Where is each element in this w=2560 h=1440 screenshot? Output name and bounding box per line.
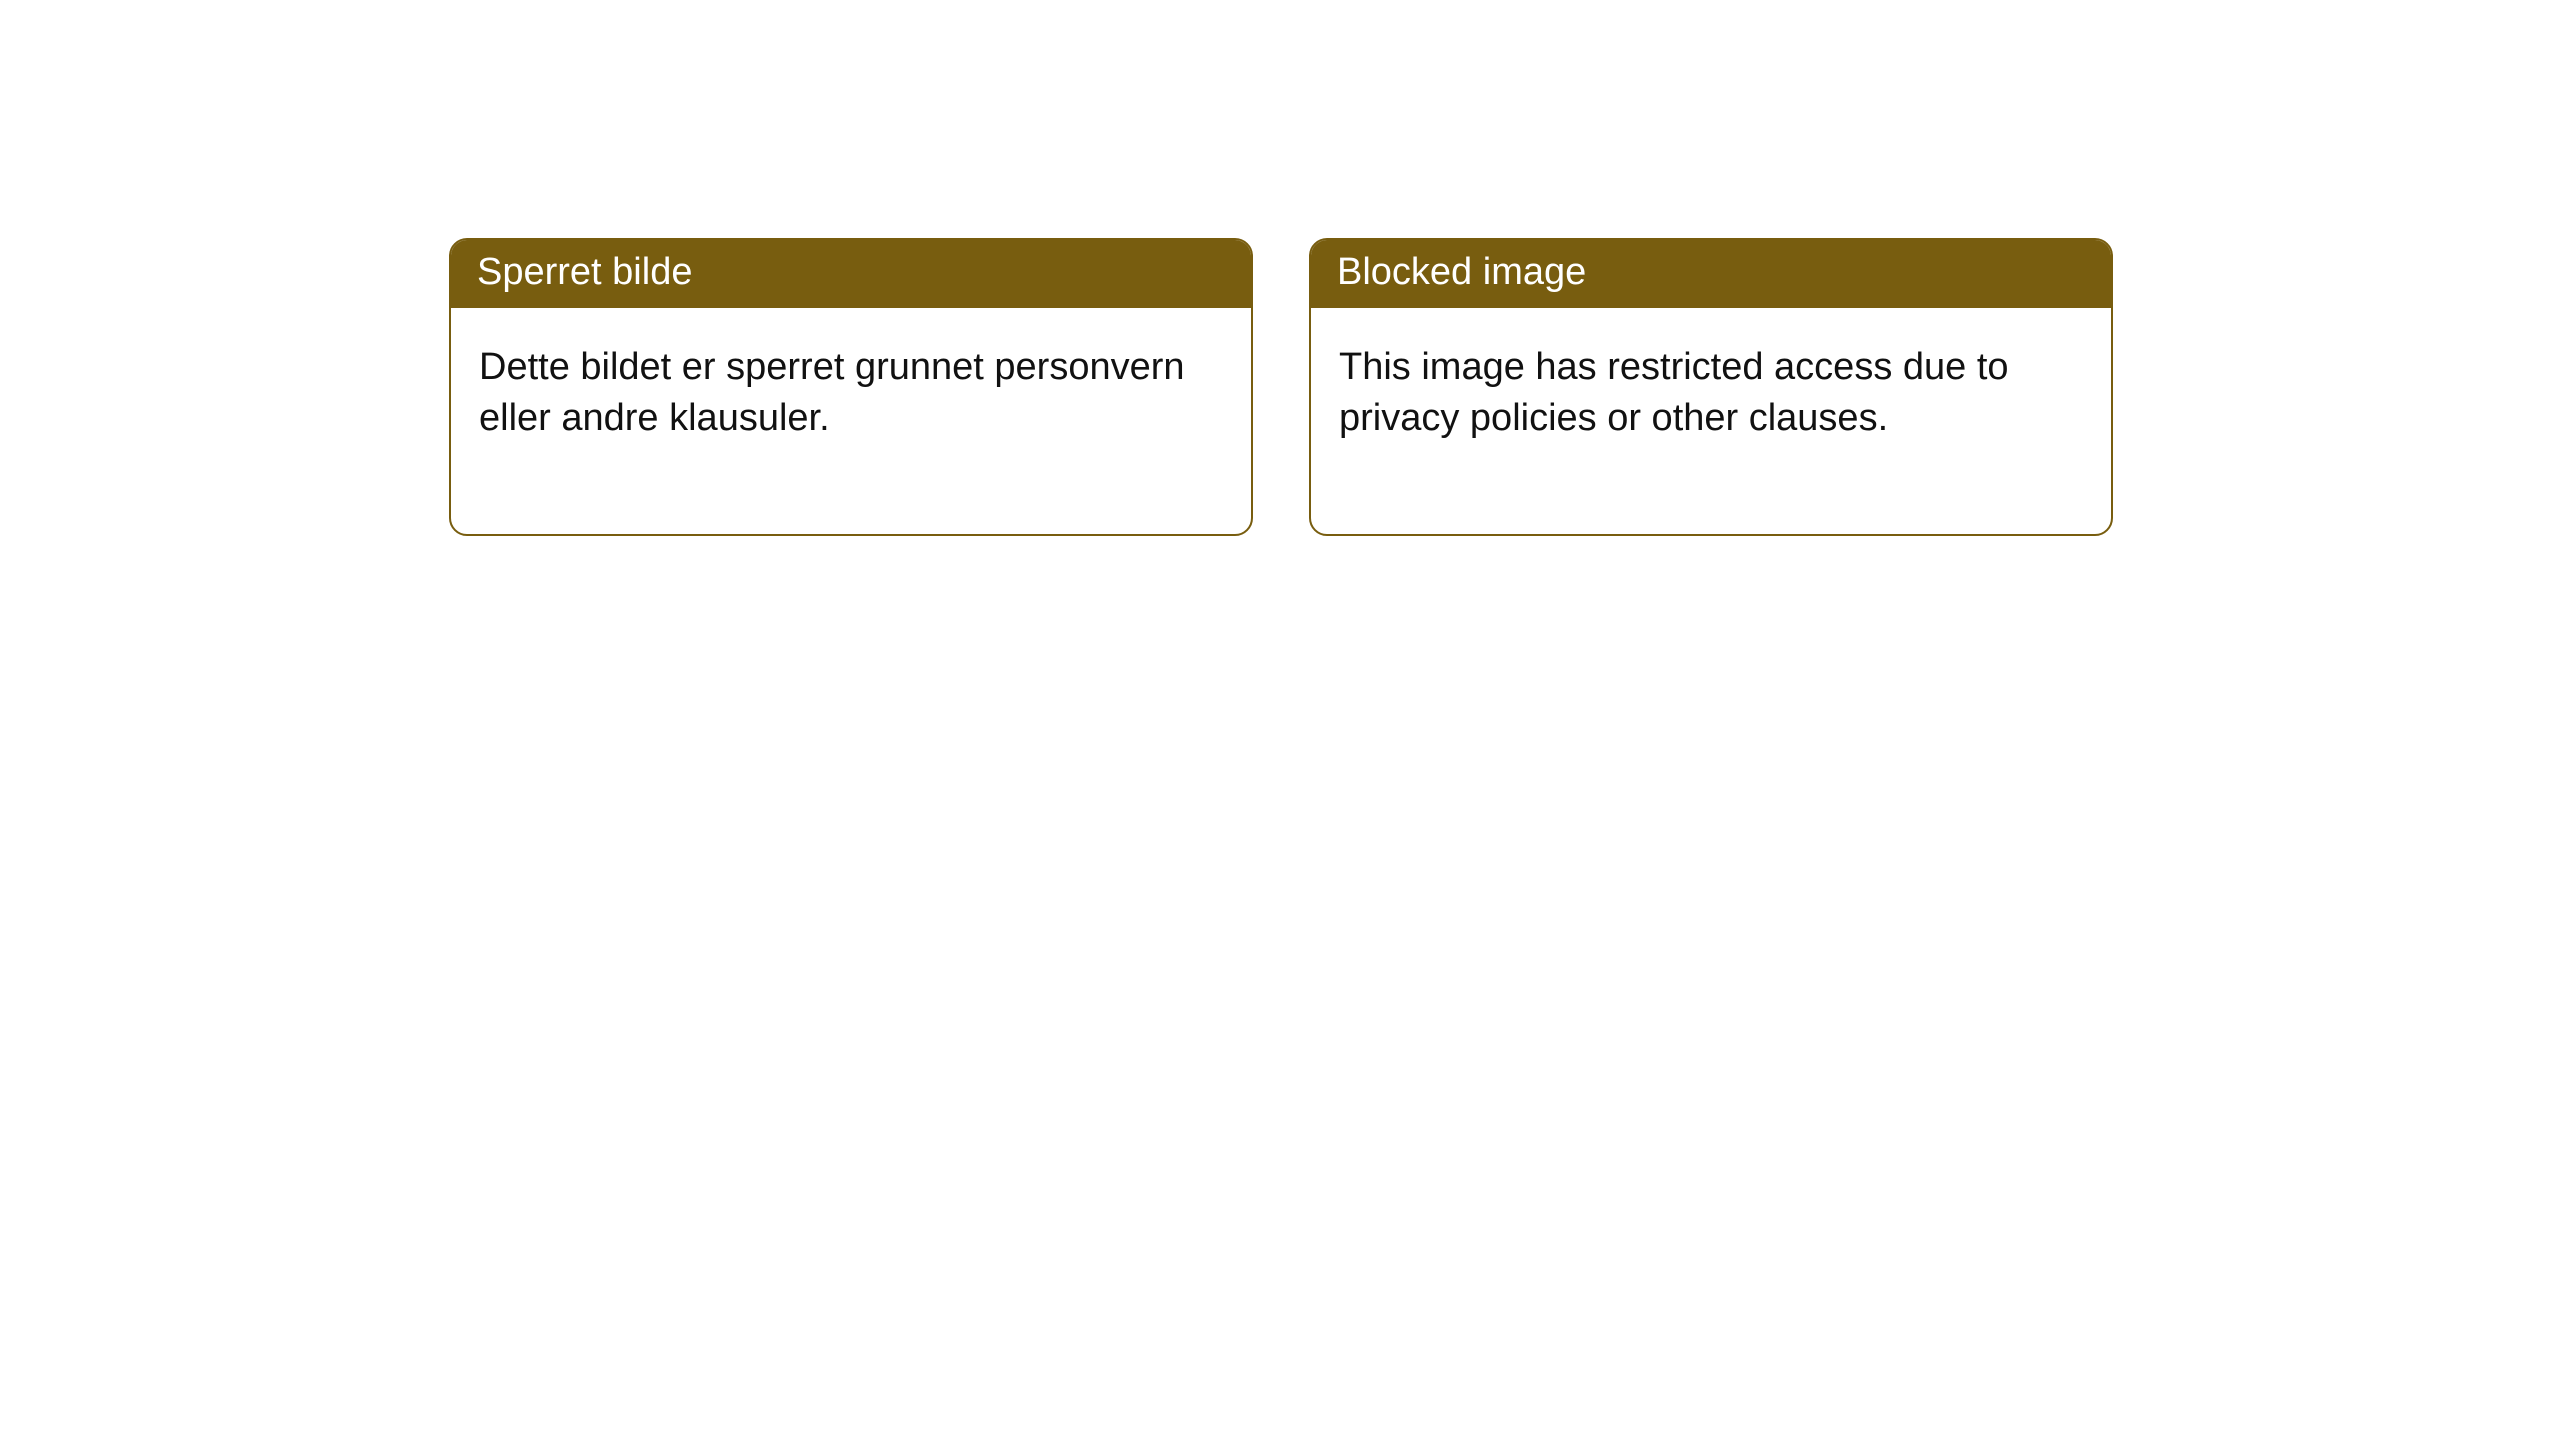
- card-header: Blocked image: [1311, 240, 2111, 308]
- blocked-image-card-en: Blocked image This image has restricted …: [1309, 238, 2113, 536]
- card-body: Dette bildet er sperret grunnet personve…: [451, 308, 1251, 535]
- card-body: This image has restricted access due to …: [1311, 308, 2111, 535]
- blocked-image-card-no: Sperret bilde Dette bildet er sperret gr…: [449, 238, 1253, 536]
- notice-cards-row: Sperret bilde Dette bildet er sperret gr…: [0, 0, 2560, 536]
- card-header: Sperret bilde: [451, 240, 1251, 308]
